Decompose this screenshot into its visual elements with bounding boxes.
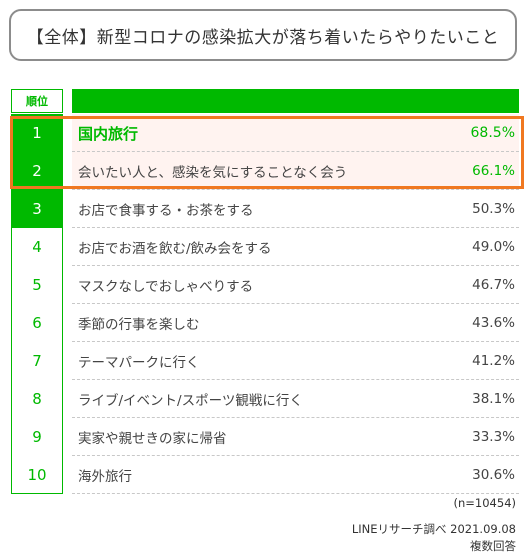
rank-number: 8 bbox=[11, 380, 63, 418]
table-row: 4 お店でお酒を飲む/飲み会をする 49.0% bbox=[11, 228, 519, 266]
row-divider bbox=[72, 265, 519, 266]
row-divider bbox=[72, 455, 519, 456]
table-row: 7 テーマパークに行く 41.2% bbox=[11, 342, 519, 380]
item-label: 会いたい人と、感染を気にすることなく会う bbox=[78, 165, 348, 181]
table-row: 8 ライブ/イベント/スポーツ観戦に行く 38.1% bbox=[11, 380, 519, 418]
row-highlight-background bbox=[72, 152, 519, 190]
rank-column-header: 順位 bbox=[11, 89, 63, 113]
rank-number: 10 bbox=[11, 456, 63, 494]
row-divider bbox=[72, 379, 519, 380]
item-label: 実家や親せきの家に帰省 bbox=[78, 431, 227, 447]
rank-number: 1 bbox=[11, 114, 63, 152]
table-row: 6 季節の行事を楽しむ 43.6% bbox=[11, 304, 519, 342]
rank-number: 6 bbox=[11, 304, 63, 342]
rank-number: 5 bbox=[11, 266, 63, 304]
item-percentage: 33.3% bbox=[472, 429, 515, 445]
item-label: 季節の行事を楽しむ bbox=[78, 317, 200, 333]
row-divider bbox=[72, 227, 519, 228]
row-highlight-background bbox=[72, 114, 519, 152]
table-row: 10 海外旅行 30.6% bbox=[11, 456, 519, 494]
table-row: 2 会いたい人と、感染を気にすることなく会う 66.1% bbox=[11, 152, 519, 190]
item-label: お店でお酒を飲む/飲み会をする bbox=[78, 241, 272, 257]
item-percentage: 46.7% bbox=[472, 277, 515, 293]
row-divider bbox=[72, 493, 519, 494]
row-divider bbox=[72, 417, 519, 418]
row-divider bbox=[72, 303, 519, 304]
source-note: LINEリサーチ調べ 2021.09.08 bbox=[351, 522, 516, 536]
row-divider bbox=[72, 189, 519, 190]
item-label: ライブ/イベント/スポーツ観戦に行く bbox=[78, 393, 303, 409]
item-percentage: 30.6% bbox=[472, 467, 515, 483]
item-percentage: 38.1% bbox=[472, 391, 515, 407]
item-percentage: 49.0% bbox=[472, 239, 515, 255]
rank-number: 7 bbox=[11, 342, 63, 380]
rank-number: 2 bbox=[11, 152, 63, 190]
item-percentage: 66.1% bbox=[472, 163, 515, 179]
header-bar bbox=[72, 89, 519, 113]
table-row: 9 実家や親せきの家に帰省 33.3% bbox=[11, 418, 519, 456]
item-percentage: 43.6% bbox=[472, 315, 515, 331]
item-label: お店で食事する・お茶をする bbox=[78, 203, 254, 219]
chart-title: 【全体】新型コロナの感染拡大が落ち着いたらやりたいこと bbox=[9, 9, 517, 61]
item-label: テーマパークに行く bbox=[78, 355, 200, 371]
item-label: 国内旅行 bbox=[78, 124, 139, 143]
item-percentage: 50.3% bbox=[472, 201, 515, 217]
rank-number: 9 bbox=[11, 418, 63, 456]
rank-number: 3 bbox=[11, 190, 63, 228]
item-label: 海外旅行 bbox=[78, 469, 132, 485]
table-row: 3 お店で食事する・お茶をする 50.3% bbox=[11, 190, 519, 228]
row-divider bbox=[72, 151, 519, 152]
row-divider bbox=[72, 341, 519, 342]
rank-number: 4 bbox=[11, 228, 63, 266]
table-row: 5 マスクなしでおしゃべりする 46.7% bbox=[11, 266, 519, 304]
table-row: 1 国内旅行 68.5% bbox=[11, 114, 519, 152]
sample-size: (n=10454) bbox=[453, 496, 516, 510]
item-label: マスクなしでおしゃべりする bbox=[78, 279, 254, 295]
item-percentage: 68.5% bbox=[470, 125, 515, 141]
item-percentage: 41.2% bbox=[472, 353, 515, 369]
answer-type-note: 複数回答 bbox=[470, 539, 516, 553]
